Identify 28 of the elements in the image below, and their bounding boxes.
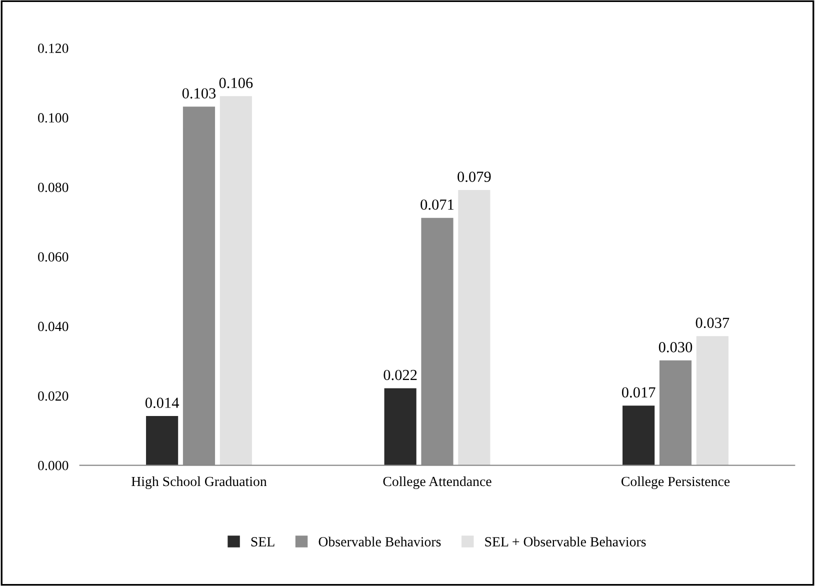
x-tick-label: College Persistence: [621, 476, 730, 490]
y-tick-label: 0.000: [38, 460, 68, 470]
bar: [384, 388, 416, 466]
data-label: 0.106: [219, 78, 253, 88]
bar: [220, 96, 252, 466]
bar: [696, 336, 728, 466]
y-tick-label: 0.100: [38, 113, 68, 123]
y-tick-label: 0.060: [38, 252, 68, 262]
y-tick-label: 0.040: [38, 322, 68, 332]
data-label: 0.030: [658, 342, 692, 352]
x-tick-label: High School Graduation: [132, 476, 267, 490]
bar: [458, 190, 490, 466]
legend-label: Observable Behaviors: [318, 536, 441, 546]
x-tick-label: College Attendance: [383, 476, 492, 490]
data-label: 0.103: [182, 88, 216, 99]
data-label: 0.014: [145, 398, 180, 408]
data-label: 0.071: [420, 199, 454, 210]
data-label: 0.022: [384, 370, 417, 380]
legend-label: SEL + Observable Behaviors: [485, 536, 646, 546]
y-tick-label: 0.020: [38, 391, 68, 401]
data-label: 0.079: [458, 172, 491, 182]
y-tick-label: 0.080: [38, 182, 68, 192]
y-tick-label: 0.120: [38, 44, 68, 54]
bar: [622, 406, 655, 466]
data-label: 0.017: [622, 387, 656, 398]
data-label: 0.037: [696, 318, 730, 328]
bar: [146, 416, 178, 466]
legend-label: SEL: [251, 537, 274, 546]
